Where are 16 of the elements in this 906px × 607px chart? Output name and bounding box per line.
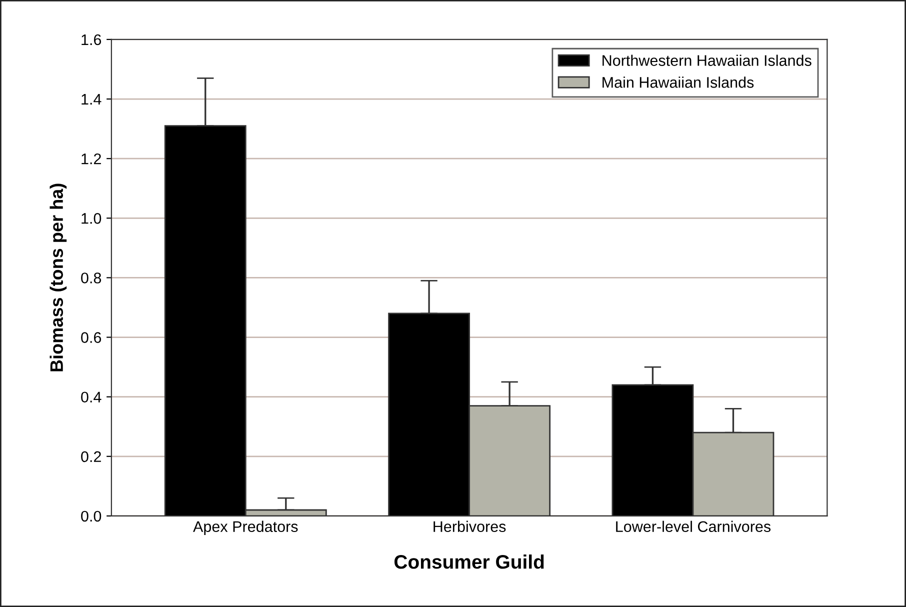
x-tick-label: Lower-level Carnivores xyxy=(616,520,771,532)
x-tick-label: Herbivores xyxy=(434,520,506,532)
y-tick-label: 0.0 xyxy=(81,510,102,522)
y-tick-label: 0.8 xyxy=(81,272,102,284)
y-tick-label: 1.4 xyxy=(82,94,102,105)
y-tick-label: 0.4 xyxy=(81,392,102,403)
legend-label: Northwestern Hawaiian Islands xyxy=(602,54,812,66)
x-axis-title: Consumer Guild xyxy=(394,554,544,569)
y-axis-title: Biomass (tons per ha) xyxy=(50,184,67,372)
y-tick-label: 1.0 xyxy=(82,213,102,224)
x-tick-label: Apex Predators xyxy=(193,520,298,536)
y-tick-label: 1.6 xyxy=(82,34,102,46)
y-tick-label: 0.2 xyxy=(81,451,101,462)
y-tick-label: 1.2 xyxy=(82,153,101,164)
y-tick-label: 0.6 xyxy=(81,332,102,343)
legend-label: Main Hawaiian Islands xyxy=(602,76,754,88)
